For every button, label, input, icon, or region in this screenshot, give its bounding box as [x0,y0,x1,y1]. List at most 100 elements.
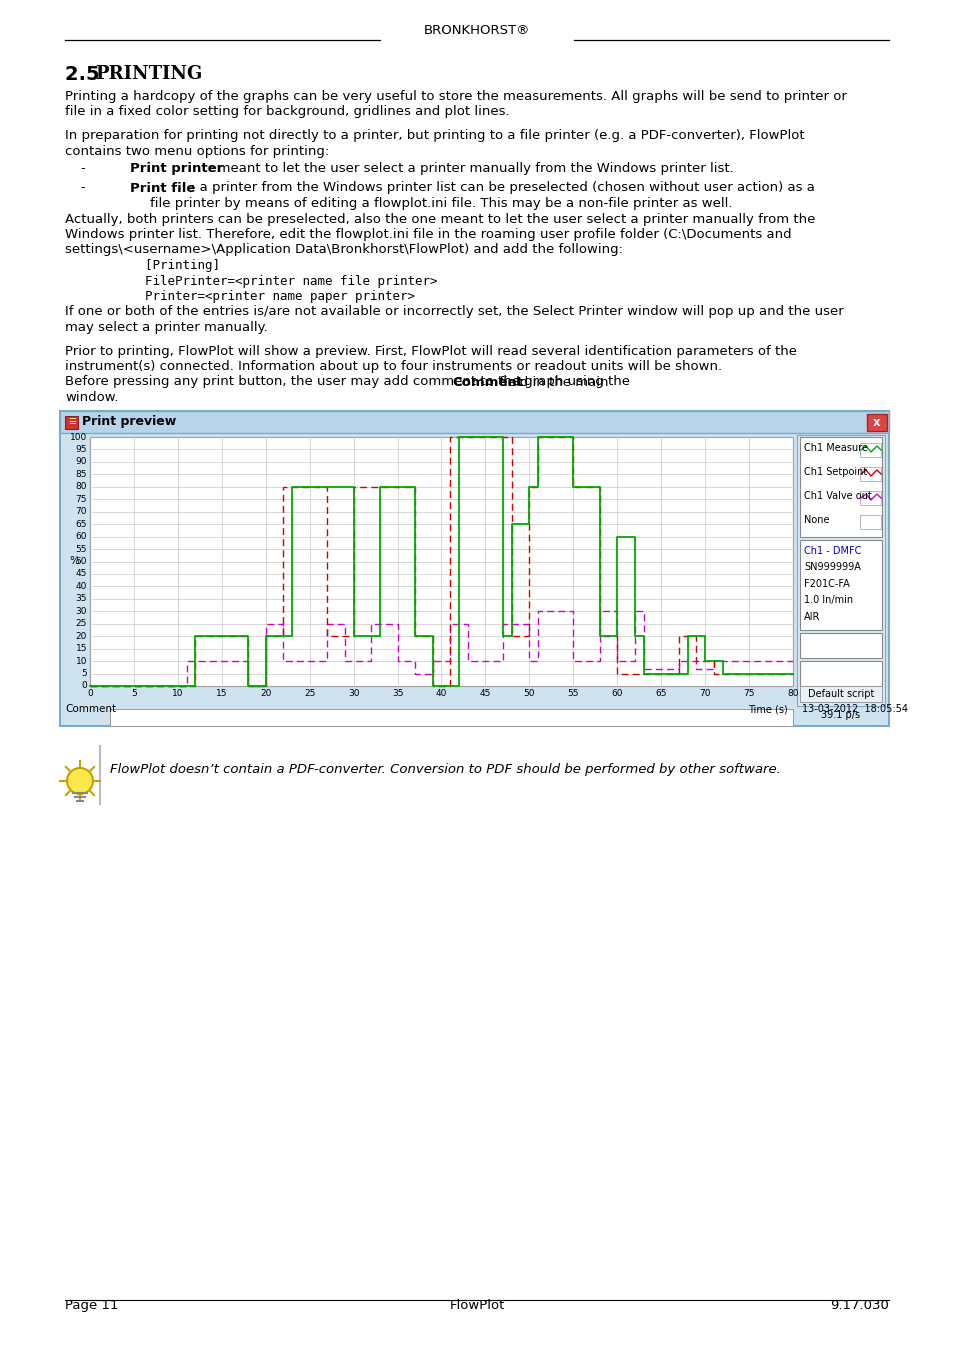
Text: 75: 75 [75,494,87,504]
Text: x: x [872,416,880,428]
Bar [800,686,882,702]
Text: 80: 80 [75,482,87,491]
Text: 100: 100 [70,432,87,441]
Text: 13-03-2012  18:05:54: 13-03-2012 18:05:54 [801,703,907,714]
Text: SN999999A: SN999999A [803,563,860,572]
Text: 25: 25 [304,688,315,698]
Text: 60: 60 [75,532,87,541]
Text: 40: 40 [75,582,87,591]
Text: : meant to let the user select a printer manually from the Windows printer list.: : meant to let the user select a printer… [209,162,733,176]
Text: 1.0 ln/min: 1.0 ln/min [803,595,852,606]
Text: Time (s): Time (s) [747,703,787,714]
Text: 55: 55 [75,544,87,554]
Bar [796,435,884,706]
Text: %: % [69,556,79,567]
Text: Print file: Print file [130,181,195,194]
Text: 70: 70 [699,688,710,698]
Text: None: None [803,514,828,525]
Text: 0: 0 [87,688,92,698]
Text: Ch1 - DMFC: Ch1 - DMFC [803,545,861,556]
Text: 5: 5 [81,670,87,678]
Bar [866,414,886,431]
Bar [60,410,888,433]
Bar [859,467,880,481]
Text: 30: 30 [348,688,359,698]
Text: 5: 5 [131,688,136,698]
Text: may select a printer manually.: may select a printer manually. [65,321,268,333]
Text: 65: 65 [655,688,666,698]
Text: 20: 20 [260,688,272,698]
Text: 60: 60 [611,688,622,698]
Text: file in a fixed color setting for background, gridlines and plot lines.: file in a fixed color setting for backgr… [65,105,509,119]
Bar [65,416,78,429]
Text: FlowPlot: FlowPlot [449,1299,504,1312]
Text: 95: 95 [75,446,87,454]
Text: 35: 35 [75,594,87,603]
Text: Ch1 Measure: Ch1 Measure [803,443,867,454]
Text: Prior to printing, FlowPlot will show a preview. First, FlowPlot will read sever: Prior to printing, FlowPlot will show a … [65,344,796,358]
Bar [90,437,792,686]
Text: 50: 50 [523,688,535,698]
Bar [859,491,880,505]
Text: Windows printer list. Therefore, edit the flowplot.ini file in the roaming user : Windows printer list. Therefore, edit th… [65,228,791,242]
Bar [800,540,882,630]
Text: In preparation for printing not directly to a printer, but printing to a file pr: In preparation for printing not directly… [65,130,803,142]
Text: Ch1 Valve out: Ch1 Valve out [803,491,871,501]
Bar [60,410,888,726]
Text: 55: 55 [567,688,578,698]
Text: 80: 80 [786,688,798,698]
Text: 9.17.030: 9.17.030 [829,1299,888,1312]
Bar [800,633,882,657]
Text: 15: 15 [215,688,228,698]
Text: If one or both of the entries is/are not available or incorrectly set, the Selec: If one or both of the entries is/are not… [65,305,842,319]
Text: 2.5: 2.5 [65,65,110,84]
Text: -: - [80,181,85,194]
Text: 30: 30 [75,606,87,616]
Text: field in the main: field in the main [495,375,608,389]
Bar [800,662,882,686]
Text: 45: 45 [75,570,87,578]
Text: AIR: AIR [803,612,820,622]
Text: contains two menu options for printing:: contains two menu options for printing: [65,144,329,158]
Bar [859,443,880,458]
Text: 0: 0 [81,682,87,690]
Text: [Printing]: [Printing] [115,259,220,271]
Text: Page 11: Page 11 [65,1299,118,1312]
Text: Actually, both printers can be preselected, also the one meant to let the user s: Actually, both printers can be preselect… [65,212,815,225]
Bar [800,437,882,537]
Text: Printing a hardcopy of the graphs can be very useful to store the measurements. : Printing a hardcopy of the graphs can be… [65,90,846,103]
Bar [859,514,880,529]
Text: PRINTING: PRINTING [95,65,202,82]
Text: 25: 25 [75,620,87,628]
Text: Ch1 Setpoint: Ch1 Setpoint [803,467,866,477]
Text: 39.1 p/s: 39.1 p/s [821,710,860,720]
Text: instrument(s) connected. Information about up to four instruments or readout uni: instrument(s) connected. Information abo… [65,360,721,373]
Text: Default script: Default script [807,688,873,699]
Text: window.: window. [65,392,118,404]
Text: Printer=<printer name paper printer>: Printer=<printer name paper printer> [115,290,415,302]
Text: F201C-FA: F201C-FA [803,579,849,589]
Text: 15: 15 [75,644,87,653]
Text: 35: 35 [392,688,403,698]
Text: 45: 45 [479,688,491,698]
Text: Comment: Comment [65,703,116,714]
Text: FilePrinter=<printer name file printer>: FilePrinter=<printer name file printer> [115,274,437,288]
Text: 20: 20 [75,632,87,641]
Circle shape [67,768,92,794]
Text: settings\<username>\Application Data\Bronkhorst\FlowPlot) and add the following:: settings\<username>\Application Data\Bro… [65,243,622,256]
Text: 10: 10 [75,656,87,666]
Text: BRONKHORST®: BRONKHORST® [423,24,530,36]
Text: Print preview: Print preview [82,414,176,428]
Bar [110,709,792,726]
Text: Comment: Comment [453,375,523,389]
Text: 65: 65 [75,520,87,529]
Text: : a printer from the Windows printer list can be preselected (chosen without use: : a printer from the Windows printer lis… [191,181,814,194]
Text: 10: 10 [172,688,183,698]
Text: Before pressing any print button, the user may add comment to the graph using th: Before pressing any print button, the us… [65,375,634,389]
Text: ☰: ☰ [69,417,75,427]
Text: Print printer: Print printer [130,162,223,176]
Text: 70: 70 [75,508,87,516]
Text: file printer by means of editing a flowplot.ini file. This may be a non-file pri: file printer by means of editing a flowp… [150,197,732,211]
Text: -: - [80,162,85,176]
Text: 75: 75 [742,688,754,698]
